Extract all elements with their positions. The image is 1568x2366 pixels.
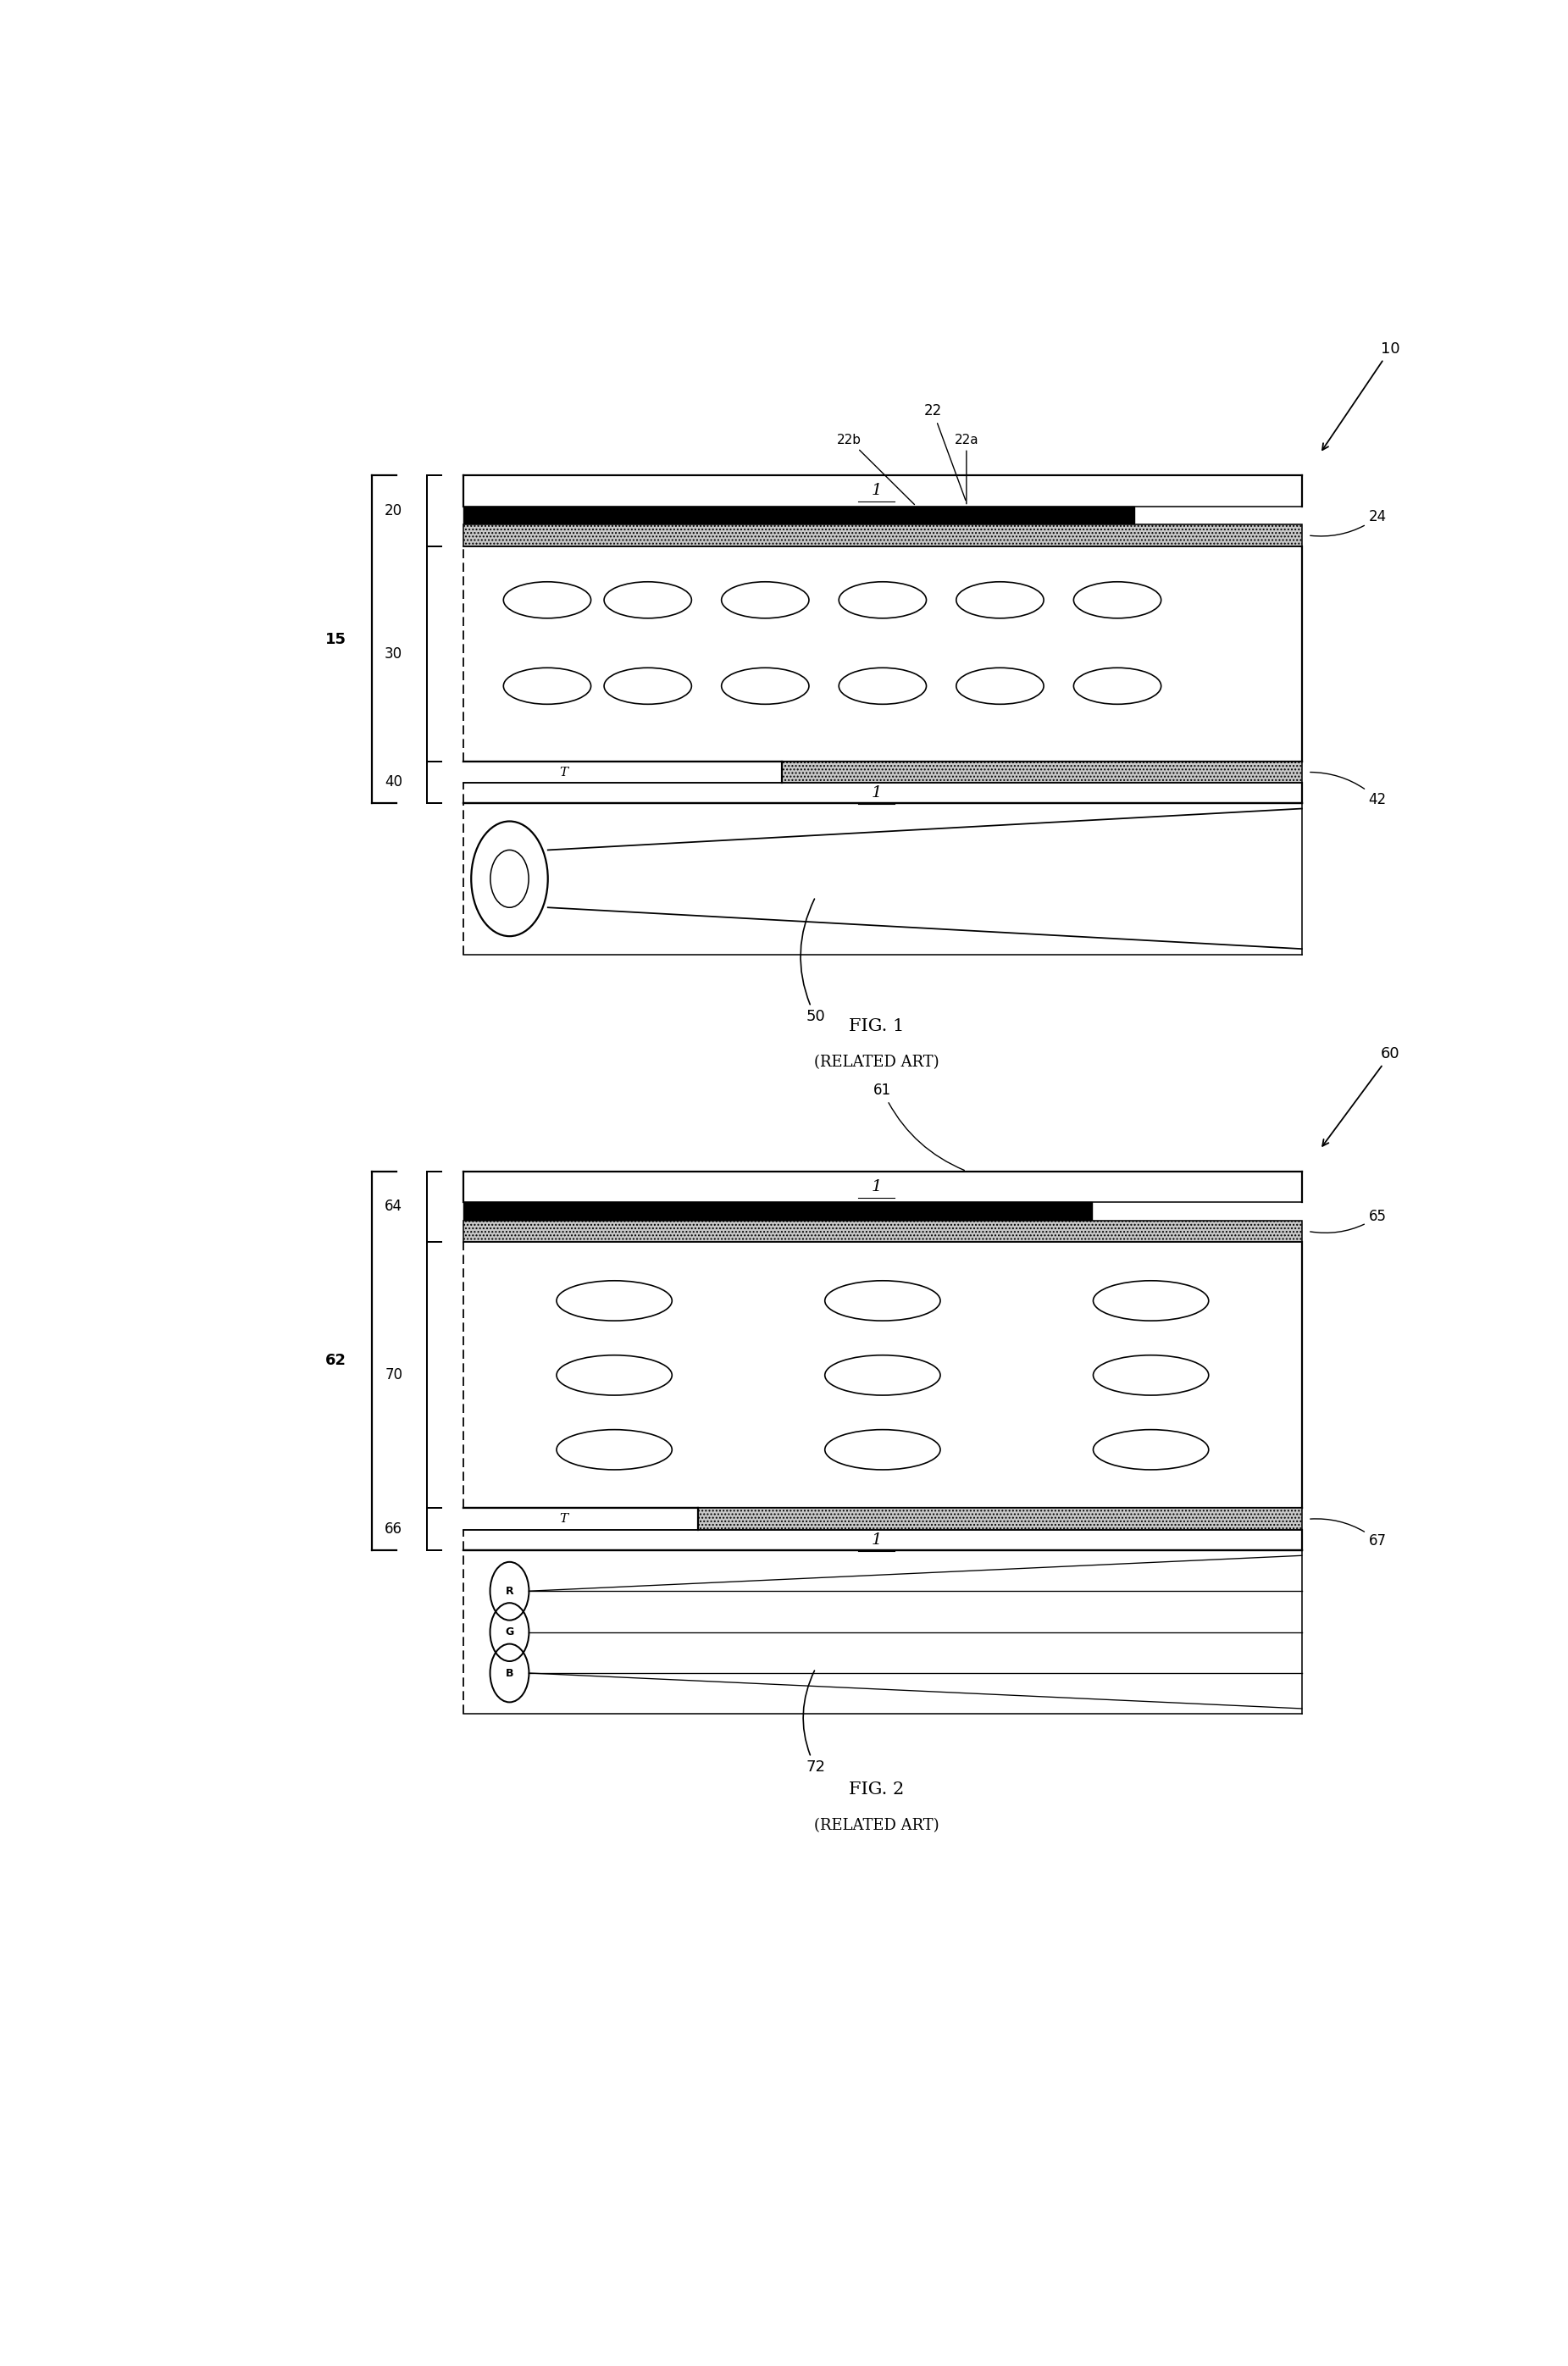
Text: 1: 1 xyxy=(872,1178,881,1195)
Text: 1: 1 xyxy=(872,786,881,800)
Text: FIG. 2: FIG. 2 xyxy=(848,1782,905,1798)
Text: 66: 66 xyxy=(384,1521,403,1538)
Text: 22b: 22b xyxy=(837,433,914,504)
Bar xyxy=(464,525,1301,547)
Text: 40: 40 xyxy=(384,774,403,790)
Text: 65: 65 xyxy=(1311,1209,1386,1233)
Text: 1: 1 xyxy=(872,1533,881,1547)
Text: T: T xyxy=(560,767,568,778)
Text: 22a: 22a xyxy=(955,433,978,504)
Text: 10: 10 xyxy=(1322,341,1400,450)
Text: B: B xyxy=(505,1668,514,1677)
Text: 42: 42 xyxy=(1311,771,1386,807)
Text: 72: 72 xyxy=(803,1670,825,1774)
Text: 67: 67 xyxy=(1311,1519,1386,1550)
Text: T: T xyxy=(560,1514,568,1526)
Text: (RELATED ART): (RELATED ART) xyxy=(814,1055,939,1069)
Text: (RELATED ART): (RELATED ART) xyxy=(814,1817,939,1834)
Text: 50: 50 xyxy=(801,899,825,1024)
Text: 61: 61 xyxy=(873,1084,964,1171)
Text: G: G xyxy=(505,1625,514,1637)
Text: 60: 60 xyxy=(1322,1046,1400,1145)
Bar xyxy=(464,1221,1301,1242)
Bar xyxy=(698,1507,1301,1531)
Text: 30: 30 xyxy=(384,646,403,662)
Text: R: R xyxy=(505,1585,514,1597)
Text: 24: 24 xyxy=(1311,509,1386,537)
Text: 22: 22 xyxy=(924,405,966,499)
Text: 64: 64 xyxy=(384,1200,403,1214)
Text: 20: 20 xyxy=(384,504,403,518)
Text: 15: 15 xyxy=(325,632,347,646)
Text: 1: 1 xyxy=(872,483,881,499)
Bar xyxy=(782,762,1301,783)
Text: FIG. 1: FIG. 1 xyxy=(848,1017,905,1034)
Text: 70: 70 xyxy=(384,1368,403,1382)
Text: 62: 62 xyxy=(325,1353,347,1368)
